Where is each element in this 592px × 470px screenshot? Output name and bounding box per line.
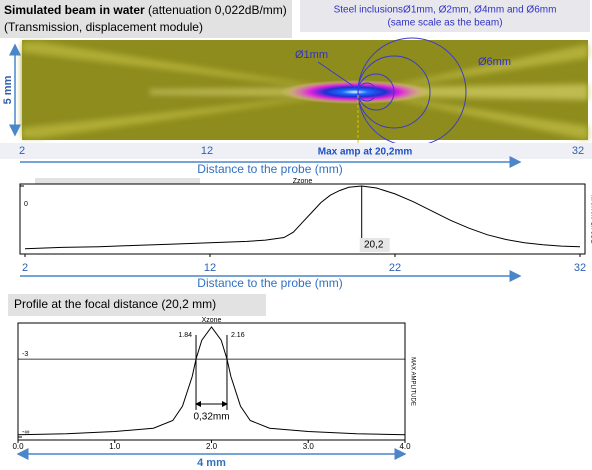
height-label: 5 mm <box>2 75 14 104</box>
side-label: MAX AMPLITUDE <box>589 195 592 244</box>
x-tick-label: 2.0 <box>206 442 218 451</box>
inclusion-text: Steel inclusionsØ1mm, Ø2mm, Ø4mm and Ø6m… <box>334 5 557 16</box>
inclusion-text: (same scale as the beam) <box>387 18 502 29</box>
zone-label: Zzone <box>293 178 313 185</box>
x-tick-label: 0.0 <box>12 442 24 451</box>
max-amp-label: Max amp at 20,2mm <box>318 147 413 158</box>
beam-tick: 32 <box>572 145 584 157</box>
x-axis-label: 4 mm <box>197 457 226 469</box>
beam-tick: 12 <box>201 145 213 157</box>
x-axis-label: Distance to the probe (mm) <box>197 162 342 176</box>
side-label: MAX AMPLITUDE <box>409 357 415 406</box>
x-tick-label: 1.0 <box>109 442 121 451</box>
y-tick-label: 0 <box>24 201 28 208</box>
beam-title-rest: (attenuation 0,022dB/mm) <box>145 3 287 17</box>
chart-title: Profile at the focal distance (20,2 mm) <box>14 297 216 311</box>
y-tick-label: -3 <box>22 351 28 358</box>
marker-label: 2.16 <box>231 332 245 339</box>
beam-image <box>22 40 588 140</box>
marker-box <box>359 238 390 252</box>
axis-band <box>0 143 592 159</box>
inclusion-label: Ø6mm <box>478 56 511 68</box>
arrow <box>317 61 357 89</box>
profile-line <box>24 185 581 250</box>
x-axis-label: Distance to the probe (mm) <box>197 276 342 290</box>
width-label: 0,32mm <box>193 412 229 423</box>
x-tick-label: 12 <box>204 262 216 274</box>
plot-frame <box>19 183 586 255</box>
beam-title: Simulated beam in water (attenuation 0,0… <box>4 3 287 17</box>
x-tick-label: 32 <box>574 262 586 274</box>
zone-label: Xzone <box>202 317 222 324</box>
profile-line <box>17 326 406 436</box>
title-box <box>8 294 266 316</box>
beam-subtitle: (Transmission, displacement module) <box>4 20 203 34</box>
width-box <box>189 410 234 424</box>
x-tick-label: 22 <box>389 262 401 274</box>
x-tick-label: 2 <box>22 262 28 274</box>
x-tick-label: 3.0 <box>303 442 315 451</box>
header-box <box>0 0 292 38</box>
y-tick-label: -∞ <box>22 429 29 436</box>
marker-label: 20,2 <box>364 240 384 251</box>
beam-title-bold: Simulated beam in water <box>4 3 145 17</box>
beam-tick: 2 <box>19 145 25 157</box>
marker-label: 1.84 <box>178 332 192 339</box>
x-tick-label: 4.0 <box>399 442 411 451</box>
inclusion-label: Ø1mm <box>295 49 328 61</box>
inclusion-box <box>300 0 590 32</box>
